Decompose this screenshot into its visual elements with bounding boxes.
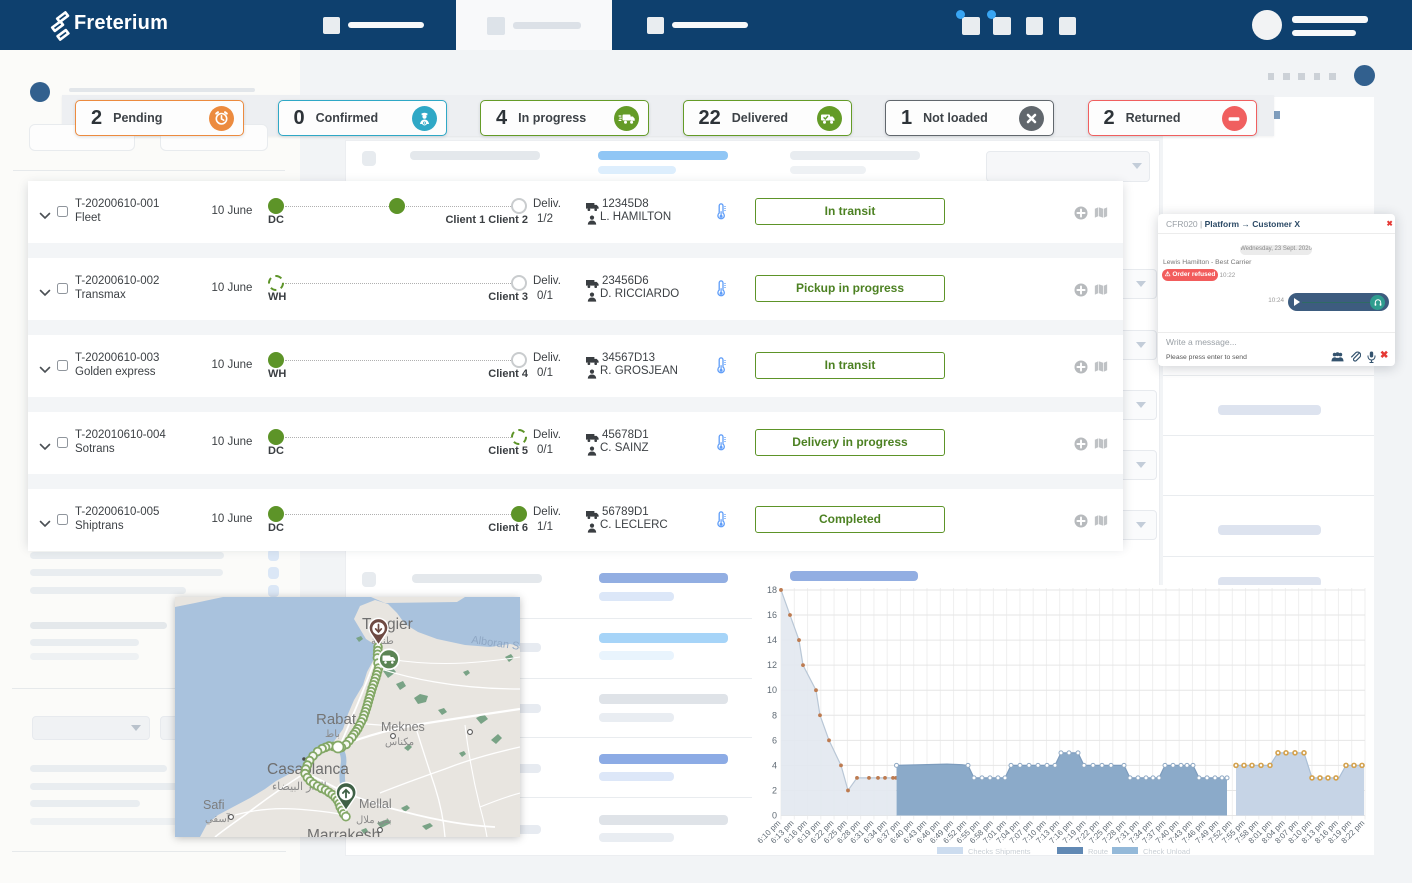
svg-text:Meknes: Meknes xyxy=(381,720,425,734)
svg-text:باط: باط xyxy=(325,729,340,740)
svg-text:2: 2 xyxy=(772,785,777,795)
svg-text:6: 6 xyxy=(772,735,777,745)
svg-text:4: 4 xyxy=(772,760,777,770)
svg-text:مكناس: مكناس xyxy=(385,737,414,748)
svg-text:0: 0 xyxy=(772,811,777,821)
svg-text:Checks Shipments: Checks Shipments xyxy=(968,847,1031,855)
svg-text:Rabat: Rabat xyxy=(316,711,357,728)
svg-text:12: 12 xyxy=(767,660,777,670)
svg-text:10: 10 xyxy=(767,685,777,695)
svg-text:بني ملال: بني ملال xyxy=(356,815,392,826)
svg-text:16: 16 xyxy=(767,610,777,620)
svg-text:Check Unload: Check Unload xyxy=(1143,847,1190,855)
svg-text:8: 8 xyxy=(772,710,777,720)
svg-text:Safi: Safi xyxy=(203,798,225,812)
svg-text:14: 14 xyxy=(767,635,777,645)
svg-text:Mellal: Mellal xyxy=(359,797,392,811)
svg-text:آسفي: آسفي xyxy=(205,812,231,825)
svg-text:Marrakesh: Marrakesh xyxy=(307,827,380,837)
svg-text:18: 18 xyxy=(767,585,777,595)
svg-text:Route: Route xyxy=(1088,847,1108,855)
svg-text:طنجة: طنجة xyxy=(371,636,394,647)
